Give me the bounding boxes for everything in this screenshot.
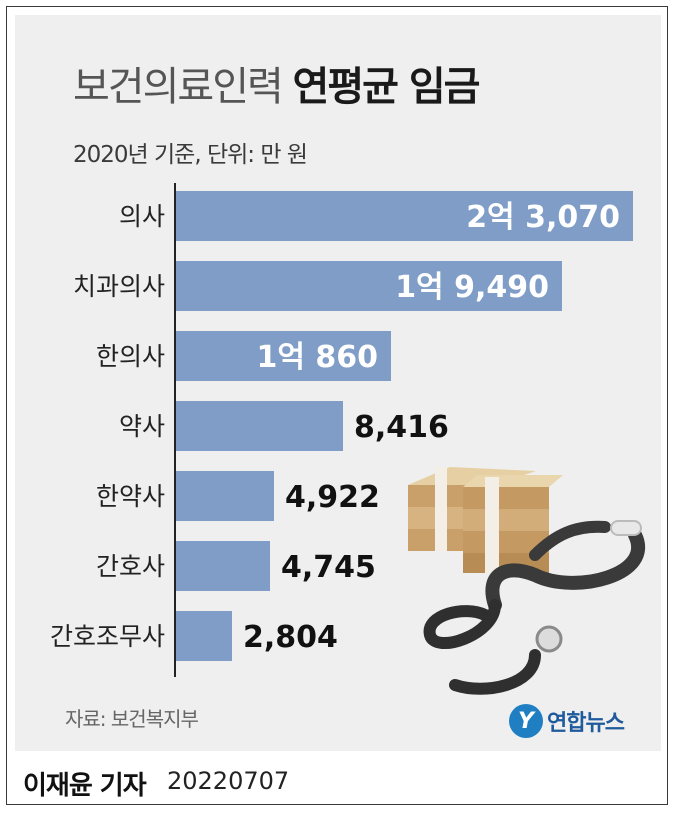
bar-5 xyxy=(176,541,270,591)
value-label-6: 2,804 xyxy=(243,620,338,655)
bar-2 xyxy=(176,331,391,381)
money-stethoscope-illustration xyxy=(408,467,645,695)
chart-subtitle: 2020년 기준, 단위: 만 원 xyxy=(73,142,308,168)
category-label-5: 간호사 xyxy=(96,552,165,581)
logo-text: 연합뉴스 xyxy=(547,711,625,736)
title-light: 보건의료인력 xyxy=(73,64,284,110)
chart-title: 보건의료인력 연평균 임금 xyxy=(73,63,481,111)
source-note: 자료: 보건복지부 xyxy=(65,707,199,731)
publish-date: 20220707 xyxy=(167,767,290,795)
frame: 보건의료인력 연평균 임금 2020년 기준, 단위: 만 원 xyxy=(6,6,668,805)
bar-4 xyxy=(176,471,274,521)
bar-chart: 의사 2억 3,070 치과의사 1억 9,490 한의사 1억 860 약사 8,416 한약… xyxy=(50,183,645,695)
title-bold: 연평균 임금 xyxy=(292,64,481,110)
category-label-6: 간호조무사 xyxy=(50,622,165,651)
chart-panel: 보건의료인력 연평균 임금 2020년 기준, 단위: 만 원 xyxy=(15,15,661,751)
category-label-0: 의사 xyxy=(119,202,165,231)
reporter-name: 이재윤 기자 xyxy=(23,771,147,801)
category-label-4: 한약사 xyxy=(96,482,165,511)
stethoscope-icon xyxy=(423,520,645,695)
category-label-1: 치과의사 xyxy=(73,272,165,301)
value-label-1: 1억 9,490 xyxy=(395,270,549,305)
value-label-2: 1억 860 xyxy=(256,340,378,375)
logo-mark-icon: Y xyxy=(509,704,543,738)
bar-0 xyxy=(176,191,633,241)
bar-6 xyxy=(176,611,232,661)
money-stack-icon xyxy=(408,467,563,573)
yonhap-logo: Y 연합뉴스 xyxy=(509,701,625,741)
category-label-3: 약사 xyxy=(119,412,165,441)
bar-3 xyxy=(176,401,343,451)
value-label-0: 2억 3,070 xyxy=(466,200,620,235)
value-label-3: 8,416 xyxy=(354,410,449,445)
footer: 이재윤 기자 20220707 xyxy=(7,751,669,806)
category-label-2: 한의사 xyxy=(96,342,165,371)
value-label-4: 4,922 xyxy=(285,480,380,515)
bars-group: 의사 2억 3,070 치과의사 1억 9,490 한의사 1억 860 약사 8,416 한약… xyxy=(50,183,633,677)
bar-1 xyxy=(176,261,562,311)
value-label-5: 4,745 xyxy=(281,550,376,585)
